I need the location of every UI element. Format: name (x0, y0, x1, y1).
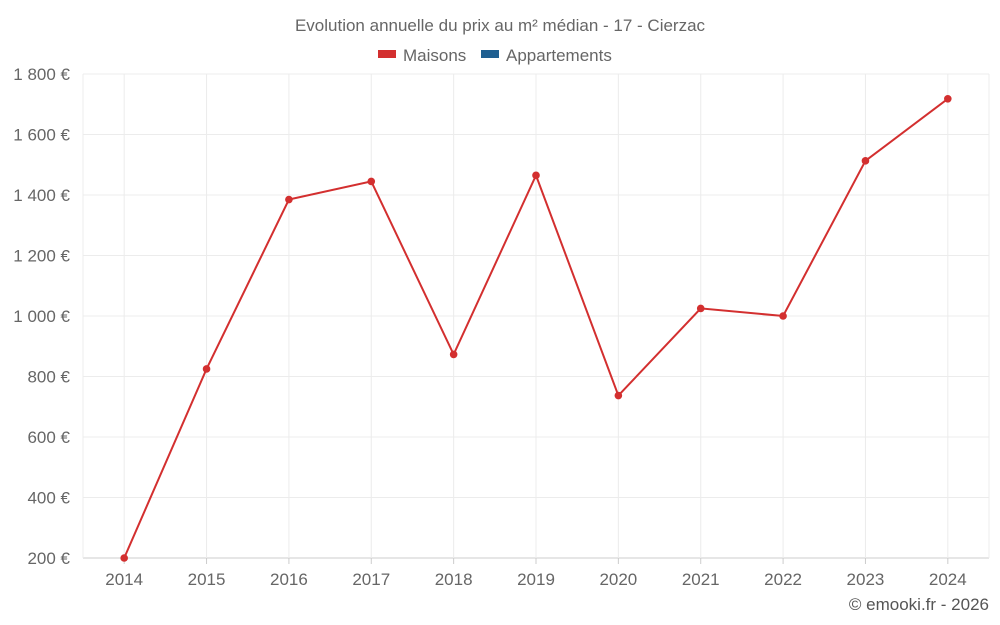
x-tick-label: 2024 (929, 570, 967, 589)
x-tick-label: 2015 (188, 570, 226, 589)
y-tick-label: 1 200 € (13, 247, 70, 266)
y-tick-label: 1 800 € (13, 65, 70, 84)
data-point-maisons-2018[interactable] (449, 350, 458, 359)
x-tick-label: 2014 (105, 570, 143, 589)
data-point-maisons-2022[interactable] (779, 312, 787, 320)
series-layer (120, 95, 952, 562)
x-tick-label: 2020 (599, 570, 637, 589)
legend-label-maisons: Maisons (403, 46, 466, 65)
y-tick-label: 1 400 € (13, 186, 70, 205)
grid (82, 73, 990, 559)
legend-label-appartements: Appartements (506, 46, 612, 65)
legend-swatch-maisons (378, 50, 396, 58)
y-axis: 200 € 400 € 600 € 800 € 1 000 € 1 200 € 1 400 … (13, 65, 70, 568)
data-point-maisons-2016[interactable] (285, 195, 293, 204)
chart-title: Evolution annuelle du prix au m² médian … (295, 16, 706, 35)
credit-text: © emooki.fr - 2026 (849, 595, 989, 614)
y-tick-label: 200 € (27, 549, 70, 568)
data-point-maisons-2019[interactable] (532, 171, 540, 180)
legend-item-maisons[interactable]: Maisons (378, 46, 466, 65)
legend-swatch-appartements (481, 50, 499, 58)
y-tick-label: 1 000 € (13, 307, 70, 326)
y-tick-label: 600 € (27, 428, 70, 447)
x-tick-label: 2016 (270, 570, 308, 589)
data-point-maisons-2024[interactable] (944, 95, 952, 103)
y-tick-label: 400 € (27, 489, 70, 508)
x-axis: 2014 2015 2016 2017 2018 2019 2020 2021 2022 2023… (105, 558, 967, 589)
legend-item-appartements[interactable]: Appartements (481, 46, 612, 65)
data-point-maisons-2015[interactable] (202, 365, 211, 373)
x-tick-label: 2019 (517, 570, 555, 589)
data-point-maisons-2021[interactable] (696, 304, 705, 313)
data-point-maisons-2023[interactable] (861, 157, 870, 165)
x-tick-label: 2021 (682, 570, 720, 589)
x-tick-label: 2018 (435, 570, 473, 589)
x-tick-label: 2022 (764, 570, 802, 589)
legend: Maisons Appartements (378, 46, 612, 65)
y-tick-label: 1 600 € (13, 126, 70, 145)
data-point-maisons-2014[interactable] (120, 554, 128, 562)
data-point-maisons-2017[interactable] (367, 177, 376, 186)
x-tick-label: 2017 (352, 570, 390, 589)
y-tick-label: 800 € (27, 368, 70, 387)
data-point-maisons-2020[interactable] (614, 391, 623, 400)
x-tick-label: 2023 (847, 570, 885, 589)
